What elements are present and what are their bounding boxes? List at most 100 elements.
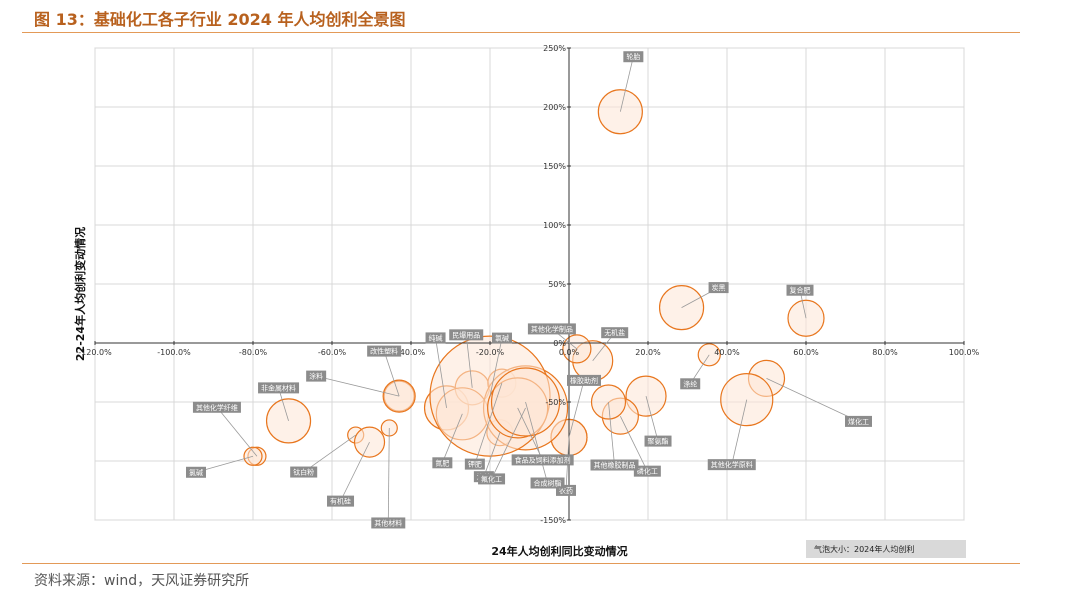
bubble-label: 纯碱 <box>429 333 443 342</box>
bubble-label-box <box>492 332 512 344</box>
leader-line <box>474 382 503 465</box>
bubble-label: 涂料 <box>309 372 323 381</box>
size-note-box <box>806 540 966 558</box>
bubble-label: 磷化工 <box>637 467 658 476</box>
bubble-label: 无机盐 <box>604 328 625 337</box>
y-tick-label: -50% <box>545 398 566 407</box>
y-tick-label: 250% <box>543 44 566 53</box>
bubble-layer <box>243 89 825 466</box>
bubble-label: 其他材料 <box>374 518 402 527</box>
leader-lines <box>195 56 859 523</box>
x-tick-label: 20.0% <box>635 348 661 357</box>
bubble-label: 其他橡胶制品 <box>594 461 636 470</box>
leader-line <box>608 401 615 466</box>
leader-line <box>383 350 400 397</box>
size-note: 气泡大小：2024年人均创利 <box>814 544 914 554</box>
bubble-label: 涤纶 <box>683 379 697 388</box>
y-tick-label: -150% <box>540 516 566 525</box>
bubble-label: 其他化学纤维 <box>196 403 238 412</box>
y-tick-label: 100% <box>543 221 566 230</box>
leader-line <box>340 441 370 502</box>
x-tick-label: 0.0% <box>559 348 580 357</box>
bubble-label-box <box>786 284 814 296</box>
leader-line <box>441 413 463 463</box>
bubble-label-box <box>623 51 644 63</box>
leader-line <box>316 375 400 397</box>
x-tick-label: -20.0% <box>476 348 505 357</box>
bubble-label-box <box>290 466 318 478</box>
leader-line <box>387 427 390 523</box>
bubble-label-box <box>425 332 446 344</box>
bubble-label: 合成树脂 <box>534 479 562 488</box>
leader-line <box>568 380 585 438</box>
leader-line <box>517 407 544 461</box>
bubble-label: 聚氨酯 <box>648 437 669 446</box>
bubble-label: 氟化工 <box>481 474 502 483</box>
bubble-label-box <box>432 457 453 469</box>
figure-title: 图 13：基础化工各子行业 2024 年人均创利全景图 <box>34 10 406 29</box>
x-tick-label: 100.0% <box>949 348 980 357</box>
x-tick-label: 60.0% <box>793 348 819 357</box>
source-note: 资料来源：wind，天风证券研究所 <box>34 573 250 589</box>
bubble-label: 橡胶助剂 <box>570 376 598 385</box>
leader-line <box>525 401 548 484</box>
bubble-label: 民爆用品 <box>452 330 480 339</box>
bubble-label: 氯碱 <box>495 334 509 343</box>
bubble-label-box <box>478 473 506 485</box>
leader-line <box>619 415 648 472</box>
bubble-label-box <box>367 345 402 357</box>
bubble-label-box <box>530 477 565 489</box>
bubble-label-box <box>707 459 756 471</box>
bubble-label: 氯碱 <box>189 468 203 477</box>
leader-line <box>731 399 748 465</box>
bubble-label: 其他化学制品 <box>531 324 573 333</box>
bubble-label-box <box>449 329 484 341</box>
bubble-label: 钛白粉 <box>293 468 314 477</box>
bubble-label: 氮肥 <box>435 458 449 467</box>
x-tick-label: -120.0% <box>78 348 112 357</box>
leader-line <box>489 338 503 397</box>
leader-line <box>303 434 356 473</box>
x-axis-title: 24年人均创利同比变动情况 <box>491 544 627 558</box>
bubble-label-box <box>601 327 629 339</box>
bubble-label: 非金属材料 <box>261 383 296 392</box>
bubble-label-box <box>556 484 576 496</box>
y-tick-label: 150% <box>543 162 566 171</box>
bubble-label-box <box>258 382 300 394</box>
bubble-label: 改性塑料 <box>370 347 398 356</box>
leader-line <box>619 56 634 112</box>
bubble-label: 有机硅 <box>330 497 351 506</box>
bubble-label: 复合肥 <box>790 286 811 295</box>
bubble-label-box <box>633 465 661 477</box>
y-axis-title: 22-24年人均创利变动情况 <box>73 227 87 361</box>
bubble-label-box <box>371 517 406 529</box>
leader-line <box>483 432 501 477</box>
x-tick-label: -80.0% <box>239 348 268 357</box>
bubble-label-box <box>192 401 241 413</box>
bubble-label-box <box>567 374 601 386</box>
bubble-label-box <box>327 495 355 507</box>
y-tick-label: 0% <box>553 339 566 348</box>
bubble-label-box <box>527 323 576 335</box>
bubble-label-box <box>464 458 485 470</box>
bubble-label: 农药 <box>559 486 573 495</box>
bubble-label-box <box>708 282 729 294</box>
x-tick-label: 80.0% <box>872 348 898 357</box>
bubble-label: 其他化学原料 <box>711 460 753 469</box>
bubble-label: 食品及饲料添加剂 <box>515 455 571 464</box>
footer-rule <box>22 563 1020 564</box>
leader-line <box>766 378 859 422</box>
x-tick-label: -100.0% <box>157 348 191 357</box>
x-tick-label: 40.0% <box>714 348 740 357</box>
bubble-label-box <box>680 378 701 390</box>
y-tick-label: 200% <box>543 103 566 112</box>
title-rule <box>22 32 1020 33</box>
bubble-label-box <box>845 415 872 427</box>
x-tick-label: -60.0% <box>318 348 347 357</box>
bubble-label: 煤化工 <box>848 417 869 426</box>
bubble-label-box <box>511 454 574 466</box>
leader-line <box>216 407 258 457</box>
leader-line <box>645 395 659 442</box>
bubble-label-box <box>644 435 672 447</box>
